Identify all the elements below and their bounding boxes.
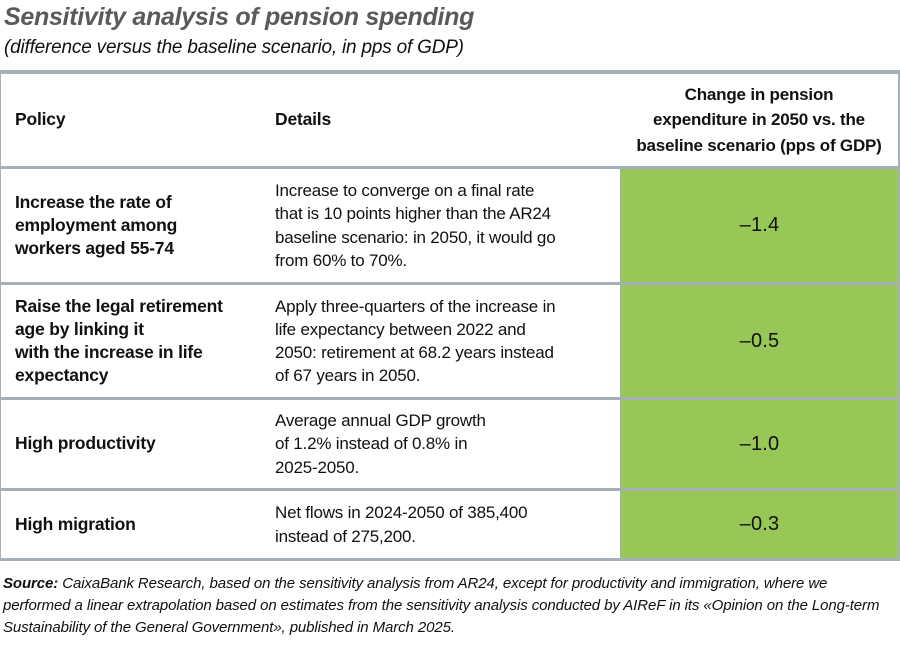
policy-cell: Raise the legal retirement age by linkin… bbox=[15, 295, 223, 386]
figure: Sensitivity analysis of pension spending… bbox=[0, 3, 900, 657]
value-cell: –1.4 bbox=[620, 169, 898, 282]
source-text: CaixaBank Research, based on the sensiti… bbox=[3, 575, 880, 636]
value-cell: –1.0 bbox=[620, 400, 898, 488]
details-cell: Increase to converge on a final rate tha… bbox=[275, 181, 556, 270]
table-row: High migration Net flows in 2024-2050 of… bbox=[1, 491, 898, 561]
table-row: High productivity Average annual GDP gro… bbox=[1, 400, 898, 491]
policy-cell: Increase the rate of employment among wo… bbox=[15, 191, 178, 259]
details-cell: Net flows in 2024-2050 of 385,400 instea… bbox=[275, 503, 528, 546]
header-details: Details bbox=[275, 109, 331, 130]
table-row: Increase the rate of employment among wo… bbox=[1, 169, 898, 285]
source-note: Source: CaixaBank Research, based on the… bbox=[3, 573, 895, 638]
policy-cell: High migration bbox=[15, 513, 136, 534]
source-label: Source: bbox=[3, 575, 59, 592]
policy-cell: High productivity bbox=[15, 433, 156, 454]
header-change: Change in pension expenditure in 2050 vs… bbox=[636, 84, 882, 155]
table-header-row: Policy Details Change in pension expendi… bbox=[1, 74, 898, 169]
value-cell: –0.3 bbox=[620, 491, 898, 558]
details-cell: Average annual GDP growth of 1.2% instea… bbox=[275, 411, 486, 477]
table-row: Raise the legal retirement age by linkin… bbox=[1, 285, 898, 400]
figure-subtitle: (difference versus the baseline scenario… bbox=[4, 37, 464, 58]
figure-title: Sensitivity analysis of pension spending bbox=[4, 3, 475, 31]
header-policy: Policy bbox=[15, 109, 66, 130]
details-cell: Apply three-quarters of the increase in … bbox=[275, 296, 556, 386]
value-cell: –0.5 bbox=[620, 285, 898, 397]
sensitivity-table: Policy Details Change in pension expendi… bbox=[0, 74, 900, 561]
top-rule bbox=[0, 70, 900, 74]
